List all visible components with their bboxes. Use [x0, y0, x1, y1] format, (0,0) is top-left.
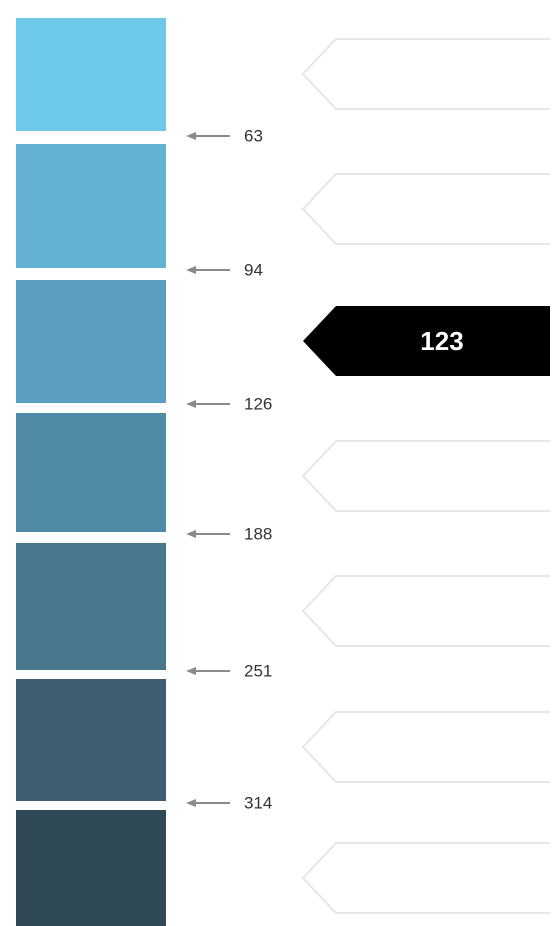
swatch-stack — [16, 18, 166, 926]
threshold-arrow-head — [186, 667, 196, 675]
value-marker-shape — [303, 306, 550, 376]
color-swatch — [16, 810, 166, 926]
color-swatch — [16, 413, 166, 532]
threshold-arrow-head — [186, 400, 196, 408]
value-marker-label: 123 — [420, 326, 463, 356]
threshold-arrow-head — [186, 132, 196, 140]
marker-slot-outline — [301, 440, 550, 512]
color-swatch — [16, 679, 166, 801]
threshold-label: 94 — [244, 261, 263, 280]
threshold-arrow-head — [186, 530, 196, 538]
value-marker: 123 — [303, 306, 550, 376]
color-swatch — [16, 144, 166, 268]
threshold-arrow-head — [186, 266, 196, 274]
color-swatch — [16, 543, 166, 670]
marker-slot-outline — [301, 711, 550, 783]
color-swatch — [16, 18, 166, 131]
threshold-label: 251 — [244, 662, 272, 681]
marker-slot-outline — [301, 38, 550, 110]
marker-slots — [301, 38, 550, 914]
threshold-label: 126 — [244, 395, 272, 414]
threshold-label: 63 — [244, 127, 263, 146]
marker-slot-outline — [301, 173, 550, 245]
color-swatch — [16, 280, 166, 403]
threshold-arrow-head — [186, 799, 196, 807]
threshold-labels: 63 94 126 188 251 314 — [186, 127, 272, 813]
marker-slot-outline — [301, 842, 550, 914]
threshold-label: 188 — [244, 525, 272, 544]
threshold-label: 314 — [244, 794, 272, 813]
marker-slot-outline — [301, 575, 550, 647]
